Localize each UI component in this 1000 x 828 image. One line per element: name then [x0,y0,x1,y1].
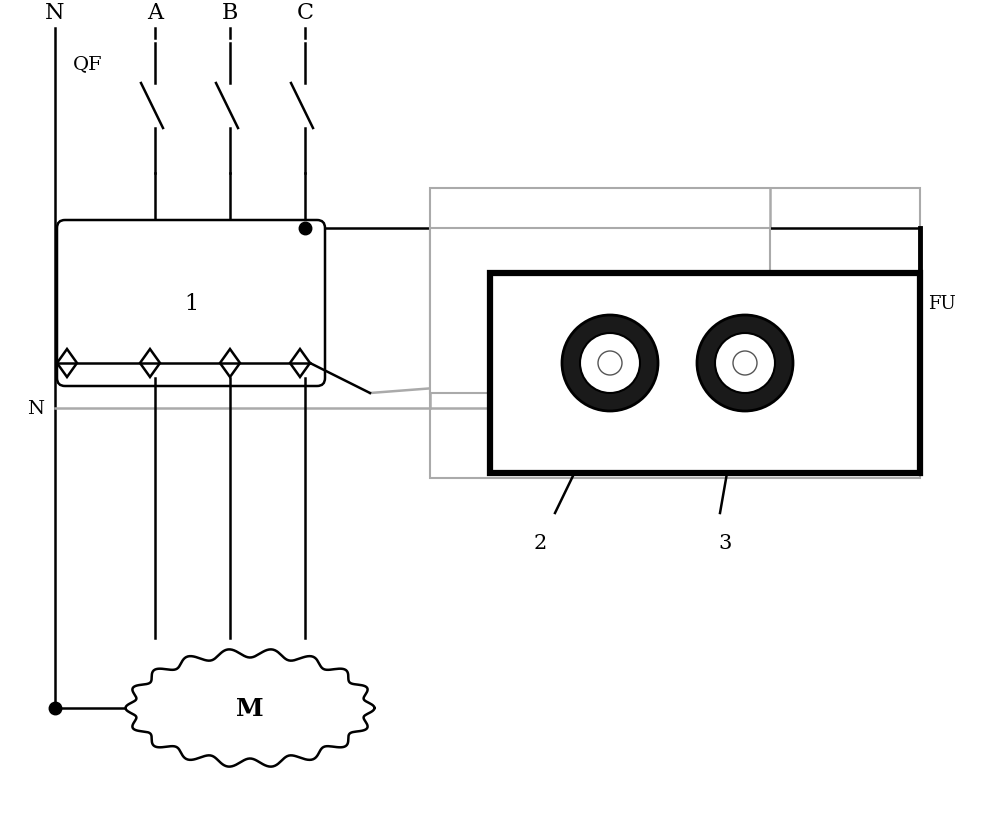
Bar [430,189,920,479]
Text: C: C [297,2,314,24]
Text: N: N [45,2,65,24]
Text: A: A [147,2,163,24]
Text: 3: 3 [718,533,732,552]
Bar [490,274,920,474]
Circle shape [598,352,622,376]
Text: 2: 2 [533,533,547,552]
Text: 1: 1 [184,292,198,315]
Circle shape [733,352,757,376]
Circle shape [562,315,658,412]
Circle shape [715,334,775,393]
Bar [430,229,770,393]
Text: QF: QF [73,55,103,73]
Circle shape [697,315,793,412]
Circle shape [580,334,640,393]
Text: N: N [27,400,44,417]
FancyBboxPatch shape [57,221,325,387]
Text: FU: FU [928,295,956,313]
Text: B: B [222,2,238,24]
Text: M: M [236,696,264,720]
